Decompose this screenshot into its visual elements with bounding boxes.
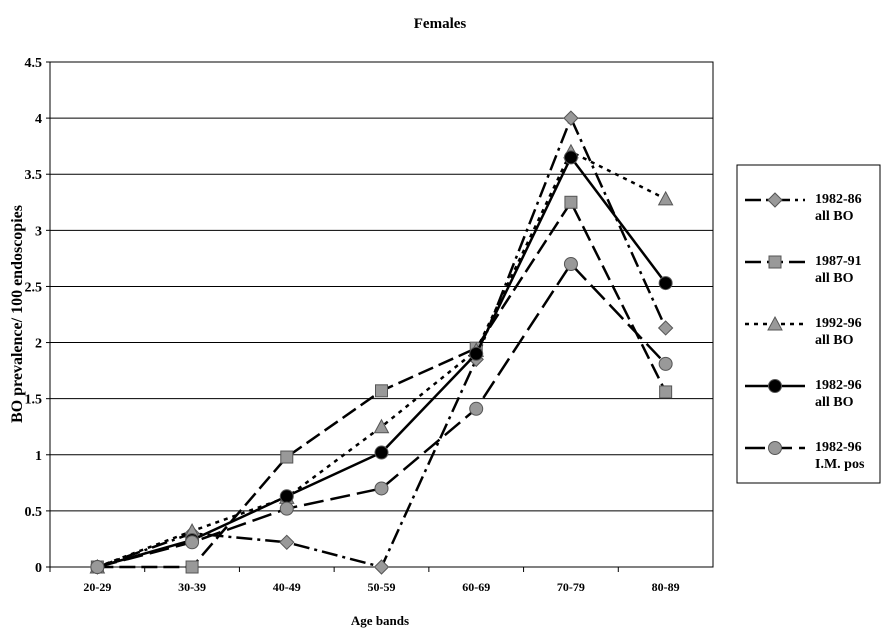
x-tick-label: 50-59: [368, 580, 396, 594]
data-point: [375, 384, 388, 398]
series-line: [97, 261, 667, 569]
data-point: [374, 481, 389, 496]
x-tick-label: 20-29: [83, 580, 111, 594]
y-tick-label: 2.5: [25, 280, 43, 295]
y-tick-label: 1.5: [25, 393, 43, 408]
y-tick-label: 4: [35, 112, 42, 127]
data-point: [279, 501, 294, 516]
data-point: [469, 401, 484, 416]
legend-marker: [768, 255, 782, 269]
data-point: [563, 257, 578, 271]
legend-label: 1982-96 I.M. pos: [815, 440, 865, 472]
x-axis-label: Age bands: [351, 613, 409, 628]
data-point: [279, 489, 294, 504]
y-tick-label: 3: [35, 224, 42, 239]
x-tick-label: 30-39: [178, 580, 206, 594]
y-tick-label: 2: [35, 337, 42, 352]
x-tick-label: 60-69: [462, 580, 490, 594]
y-tick-label: 0: [35, 561, 42, 576]
data-point: [185, 535, 200, 550]
y-tick-label: 3.5: [25, 168, 43, 183]
data-point: [659, 385, 673, 399]
data-point: [564, 195, 578, 209]
data-point: [90, 560, 105, 574]
y-tick-label: 4.5: [25, 56, 43, 71]
legend-box: [736, 164, 881, 484]
data-point: [374, 445, 389, 460]
data-point: [658, 276, 673, 291]
data-point: [563, 110, 579, 126]
y-tick-label: 0.5: [25, 505, 43, 520]
data-point: [185, 560, 199, 574]
data-point: [280, 450, 294, 464]
legend-marker: [768, 379, 782, 393]
data-point: [657, 190, 674, 206]
legend-marker: [767, 315, 783, 331]
data-point: [563, 150, 578, 165]
x-tick-label: 40-49: [273, 580, 301, 594]
chart-title: Females: [414, 16, 467, 32]
data-point: [469, 346, 484, 361]
legend-marker: [767, 192, 783, 208]
legend-label: 1982-86 all BO: [815, 192, 862, 224]
series-line: [96, 150, 667, 569]
data-point: [658, 356, 673, 371]
data-point: [373, 418, 390, 434]
data-point: [279, 534, 295, 551]
legend-marker: [768, 441, 782, 455]
y-axis-label: BO prevalence/ 100 endoscopies: [9, 205, 26, 423]
legend-label: 1992-96 all BO: [815, 316, 862, 348]
legend-label: 1987-91 all BO: [815, 254, 862, 286]
data-point: [657, 320, 674, 336]
y-tick-label: 1: [35, 449, 42, 464]
legend-label: 1982-96 all BO: [815, 378, 862, 410]
data-point: [373, 559, 390, 575]
x-tick-label: 70-79: [557, 580, 585, 594]
x-tick-label: 80-89: [652, 580, 680, 594]
